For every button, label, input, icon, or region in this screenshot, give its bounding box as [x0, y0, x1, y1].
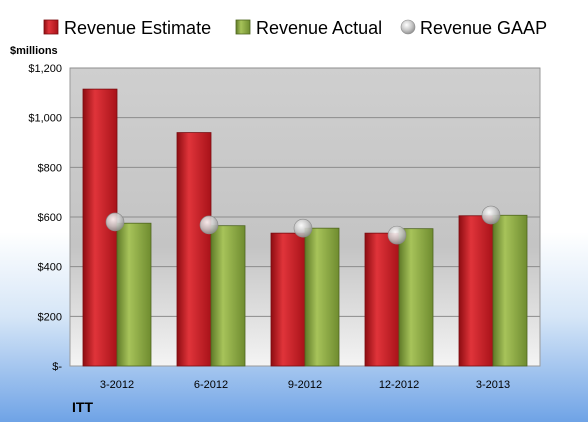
bars [82, 88, 528, 367]
revenue-estimate-bar [458, 215, 494, 367]
y-tick-label: $400 [38, 262, 62, 274]
revenue-actual-bar [492, 214, 528, 367]
legend-label-revenue-estimate: Revenue Estimate [64, 18, 211, 38]
y-axis-unit-label: $millions [10, 45, 58, 57]
revenue-gaap-marker [199, 215, 219, 235]
x-axis: 3-2012 6-2012 9-2012 12-2012 3-2013 [100, 379, 510, 391]
x-tick-label: 12-2012 [379, 379, 419, 391]
legend: Revenue Estimate Revenue Actual Revenue … [43, 18, 547, 38]
y-tick-label: $- [52, 361, 62, 373]
revenue-actual-bar [210, 225, 246, 367]
revenue-actual-bar [398, 228, 434, 367]
y-tick-label: $1,200 [28, 63, 62, 75]
y-tick-label: $1,000 [28, 113, 62, 125]
revenue-actual-bar [116, 222, 152, 367]
revenue-actual-bar [304, 227, 340, 367]
legend-swatch-revenue-estimate [43, 19, 59, 35]
x-tick-label: 6-2012 [194, 379, 228, 391]
revenue-estimate-bar [364, 232, 400, 367]
revenue-gaap-marker [105, 212, 125, 232]
x-tick-label: 3-2013 [476, 379, 510, 391]
legend-swatch-revenue-actual [235, 19, 251, 35]
legend-swatch-revenue-gaap [400, 19, 416, 35]
y-tick-label: $600 [38, 212, 62, 224]
y-tick-label: $200 [38, 311, 62, 323]
y-axis: $- $200 $400 $600 $800 $1,000 $1,200 [28, 63, 62, 373]
y-tick-label: $800 [38, 162, 62, 174]
gaap-markers [105, 205, 501, 245]
revenue-gaap-marker [481, 205, 501, 225]
revenue-estimate-bar [270, 232, 306, 367]
x-tick-label: 9-2012 [288, 379, 322, 391]
revenue-gaap-marker [293, 218, 313, 238]
legend-label-revenue-gaap: Revenue GAAP [420, 18, 547, 38]
company-label: ITT [72, 399, 93, 415]
x-tick-label: 3-2012 [100, 379, 134, 391]
revenue-estimate-bar [176, 132, 212, 367]
legend-label-revenue-actual: Revenue Actual [256, 18, 382, 38]
revenue-gaap-marker [387, 225, 407, 245]
